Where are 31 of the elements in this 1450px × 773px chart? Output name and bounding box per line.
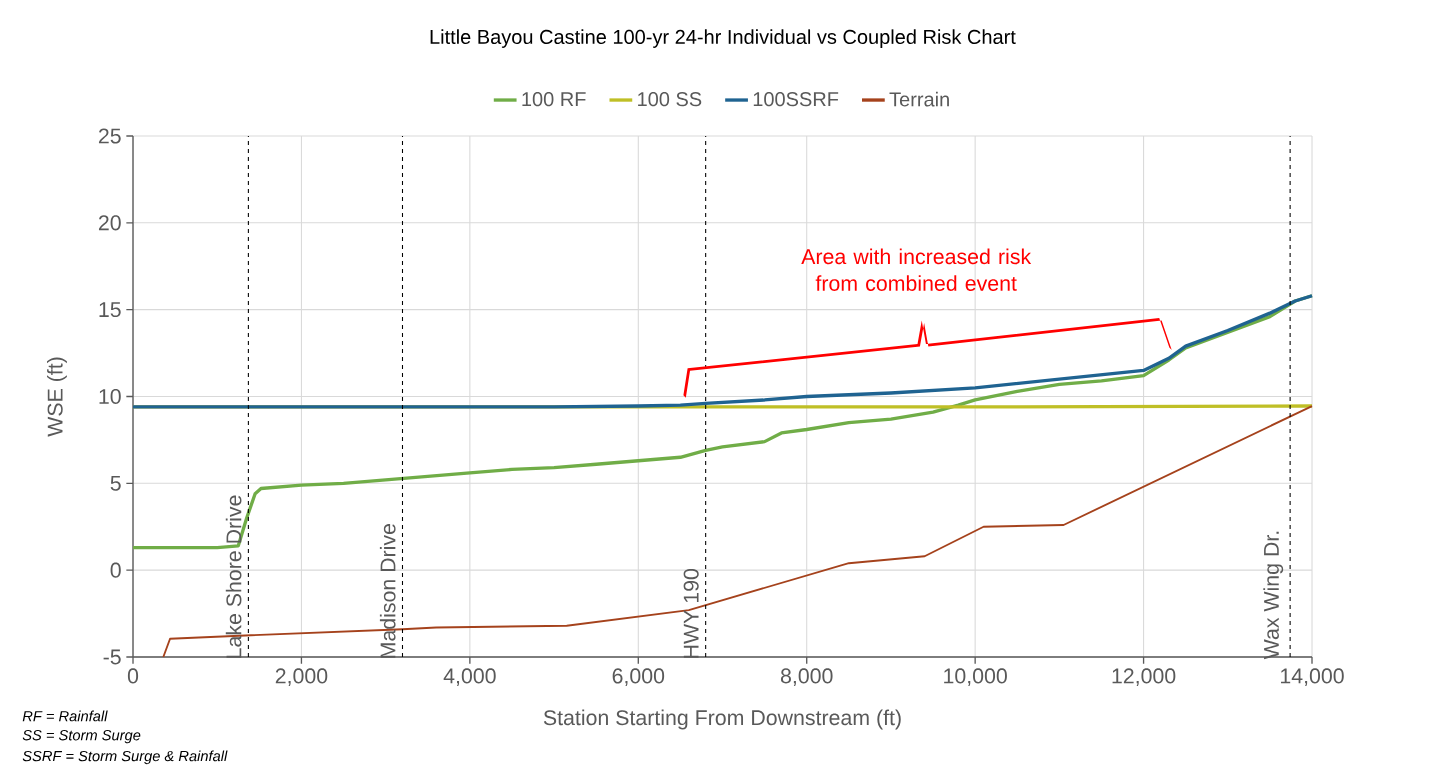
- x-tick-label: 8,000: [780, 668, 833, 686]
- legend-label: 100 RF: [522, 92, 586, 107]
- line-series: [162, 405, 1313, 658]
- x-tick-label: 6,000: [612, 668, 665, 686]
- legend-label: 100 SS: [638, 92, 702, 107]
- y-tick-label: 20: [98, 215, 121, 231]
- y-tick-label: 15: [99, 302, 121, 318]
- x-tick-label: 14,000: [1281, 668, 1344, 686]
- x-tick-label: 2,000: [275, 668, 328, 686]
- x-axis-title: Station Starting From Downstream (ft): [543, 709, 901, 730]
- chart-title: Little Bayou Castine 100-yr 24-hr Individual vs Coupled Risk Chart: [430, 29, 1016, 48]
- x-tick-label: 0: [127, 668, 139, 684]
- ref-line-label: Madison Drive: [379, 524, 396, 658]
- annotation: Area with increased risk from combined event: [801, 248, 1032, 291]
- legend-label: 100SSRF: [753, 92, 839, 107]
- x-tick-label: 4,000: [443, 668, 496, 686]
- y-tick-label: 25: [98, 128, 121, 144]
- text: RF = Rainfall: [22, 710, 108, 722]
- x-tick-label: 12,000: [1112, 668, 1176, 686]
- text: SSRF = Storm Surge & Rainfall: [22, 750, 228, 765]
- x-tick-label: 10,000: [944, 668, 1007, 686]
- ref-line-label: Wax Wing Dr.: [1263, 531, 1284, 660]
- y-tick-label: -5: [103, 649, 121, 665]
- ref-line-label: HWY 190: [683, 568, 699, 658]
- legend-label: Terrain: [889, 91, 949, 107]
- y-axis-title: WSE (ft): [47, 357, 67, 437]
- text: SS = Storm Surge: [22, 730, 141, 744]
- ref-line-label: Lake Shore Drive: [225, 495, 242, 658]
- y-tick-label: 0: [110, 562, 121, 578]
- y-tick-label: 5: [110, 475, 121, 491]
- y-tick-label: 10: [99, 388, 121, 405]
